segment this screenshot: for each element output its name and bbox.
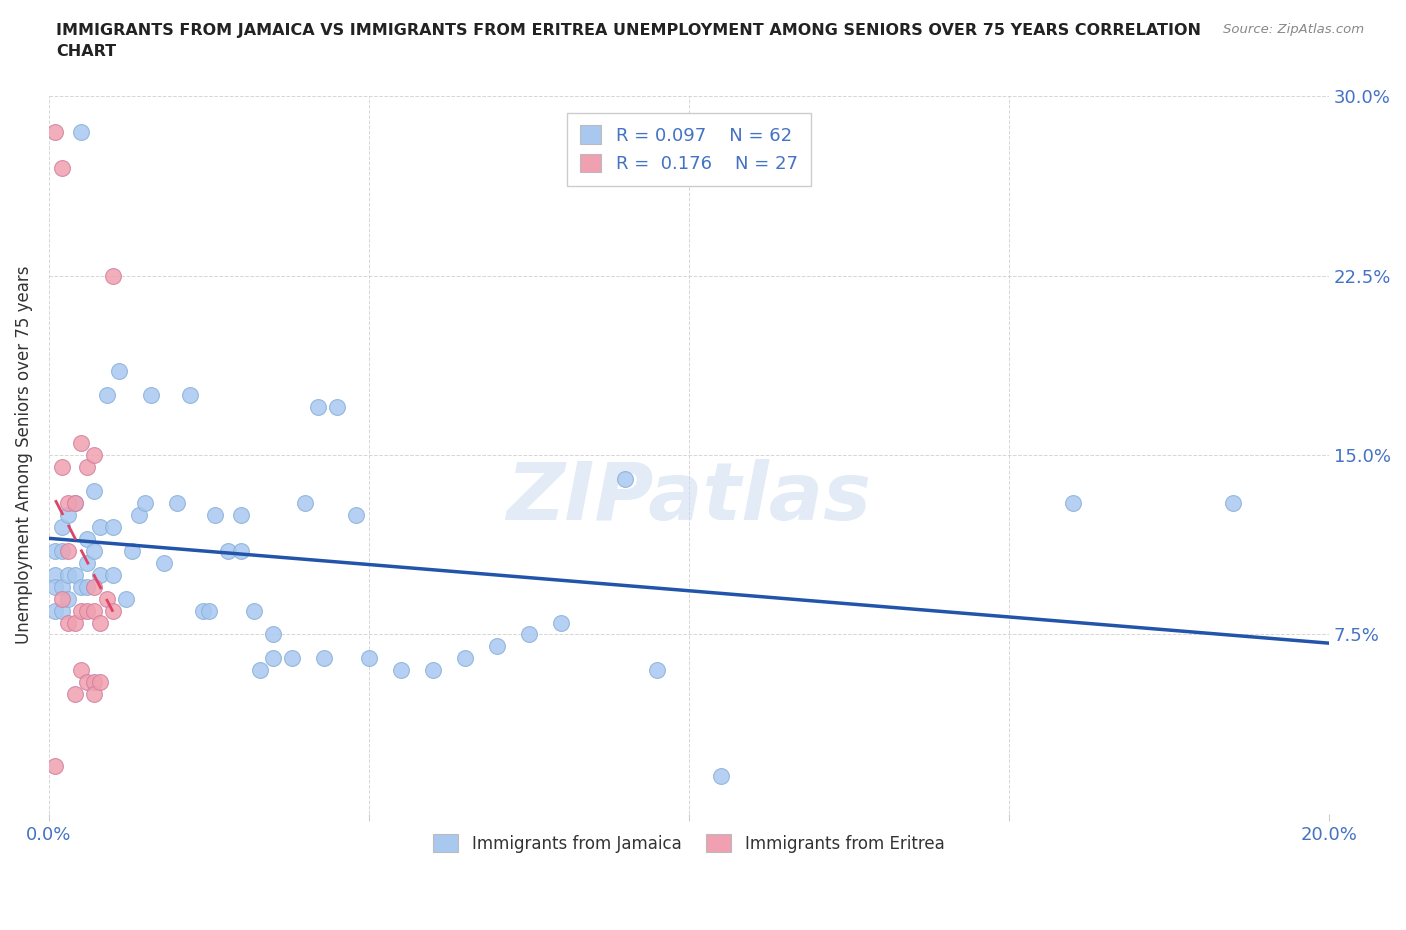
Point xyxy=(51,543,73,558)
Point xyxy=(56,615,79,630)
Point xyxy=(83,484,105,498)
Point xyxy=(44,604,66,618)
Point xyxy=(51,161,73,176)
Point xyxy=(229,508,252,523)
Point xyxy=(44,759,66,774)
Point xyxy=(454,651,477,666)
Point xyxy=(101,567,124,582)
Point xyxy=(83,604,105,618)
Point xyxy=(262,627,284,642)
Point xyxy=(710,768,733,783)
Point xyxy=(204,508,226,523)
Point xyxy=(89,520,111,535)
Point xyxy=(51,520,73,535)
Point xyxy=(281,651,304,666)
Point xyxy=(56,591,79,606)
Point xyxy=(344,508,367,523)
Point xyxy=(198,604,221,618)
Point xyxy=(63,567,86,582)
Point xyxy=(63,496,86,511)
Point xyxy=(76,579,98,594)
Point xyxy=(96,388,118,403)
Y-axis label: Unemployment Among Seniors over 75 years: Unemployment Among Seniors over 75 years xyxy=(15,266,32,644)
Point xyxy=(70,604,93,618)
Point xyxy=(76,531,98,546)
Point xyxy=(101,269,124,284)
Point xyxy=(70,125,93,140)
Point xyxy=(179,388,201,403)
Point xyxy=(217,543,239,558)
Point xyxy=(357,651,380,666)
Point xyxy=(70,436,93,451)
Point xyxy=(44,579,66,594)
Text: ZIPatlas: ZIPatlas xyxy=(506,459,872,538)
Point xyxy=(51,604,73,618)
Point xyxy=(76,604,98,618)
Point xyxy=(262,651,284,666)
Point xyxy=(249,663,271,678)
Point xyxy=(56,496,79,511)
Point xyxy=(76,555,98,570)
Point xyxy=(550,615,572,630)
Point xyxy=(70,579,93,594)
Point xyxy=(153,555,176,570)
Point xyxy=(56,543,79,558)
Point xyxy=(101,520,124,535)
Point xyxy=(89,675,111,690)
Point xyxy=(108,364,131,379)
Point xyxy=(96,591,118,606)
Point xyxy=(89,567,111,582)
Point xyxy=(294,496,316,511)
Point xyxy=(229,543,252,558)
Point xyxy=(76,675,98,690)
Point xyxy=(83,675,105,690)
Point xyxy=(63,687,86,702)
Point xyxy=(422,663,444,678)
Point xyxy=(51,579,73,594)
Point xyxy=(134,496,156,511)
Point xyxy=(56,508,79,523)
Point xyxy=(63,496,86,511)
Point xyxy=(128,508,150,523)
Point xyxy=(51,459,73,474)
Point xyxy=(83,579,105,594)
Text: IMMIGRANTS FROM JAMAICA VS IMMIGRANTS FROM ERITREA UNEMPLOYMENT AMONG SENIORS OV: IMMIGRANTS FROM JAMAICA VS IMMIGRANTS FR… xyxy=(56,23,1201,60)
Point xyxy=(1222,496,1244,511)
Point xyxy=(56,567,79,582)
Point xyxy=(83,543,105,558)
Point xyxy=(70,663,93,678)
Point xyxy=(44,567,66,582)
Point xyxy=(314,651,336,666)
Point xyxy=(517,627,540,642)
Point xyxy=(141,388,163,403)
Point xyxy=(1062,496,1084,511)
Point xyxy=(613,472,636,486)
Point xyxy=(44,125,66,140)
Point xyxy=(83,447,105,462)
Point xyxy=(121,543,143,558)
Point xyxy=(191,604,214,618)
Point xyxy=(114,591,136,606)
Point xyxy=(326,400,349,415)
Point xyxy=(485,639,508,654)
Point xyxy=(76,459,98,474)
Point xyxy=(51,591,73,606)
Point xyxy=(63,615,86,630)
Point xyxy=(89,615,111,630)
Legend: Immigrants from Jamaica, Immigrants from Eritrea: Immigrants from Jamaica, Immigrants from… xyxy=(426,828,950,859)
Point xyxy=(44,543,66,558)
Point xyxy=(166,496,188,511)
Point xyxy=(307,400,329,415)
Text: Source: ZipAtlas.com: Source: ZipAtlas.com xyxy=(1223,23,1364,36)
Point xyxy=(645,663,668,678)
Point xyxy=(101,604,124,618)
Point xyxy=(389,663,412,678)
Point xyxy=(242,604,264,618)
Point xyxy=(83,687,105,702)
